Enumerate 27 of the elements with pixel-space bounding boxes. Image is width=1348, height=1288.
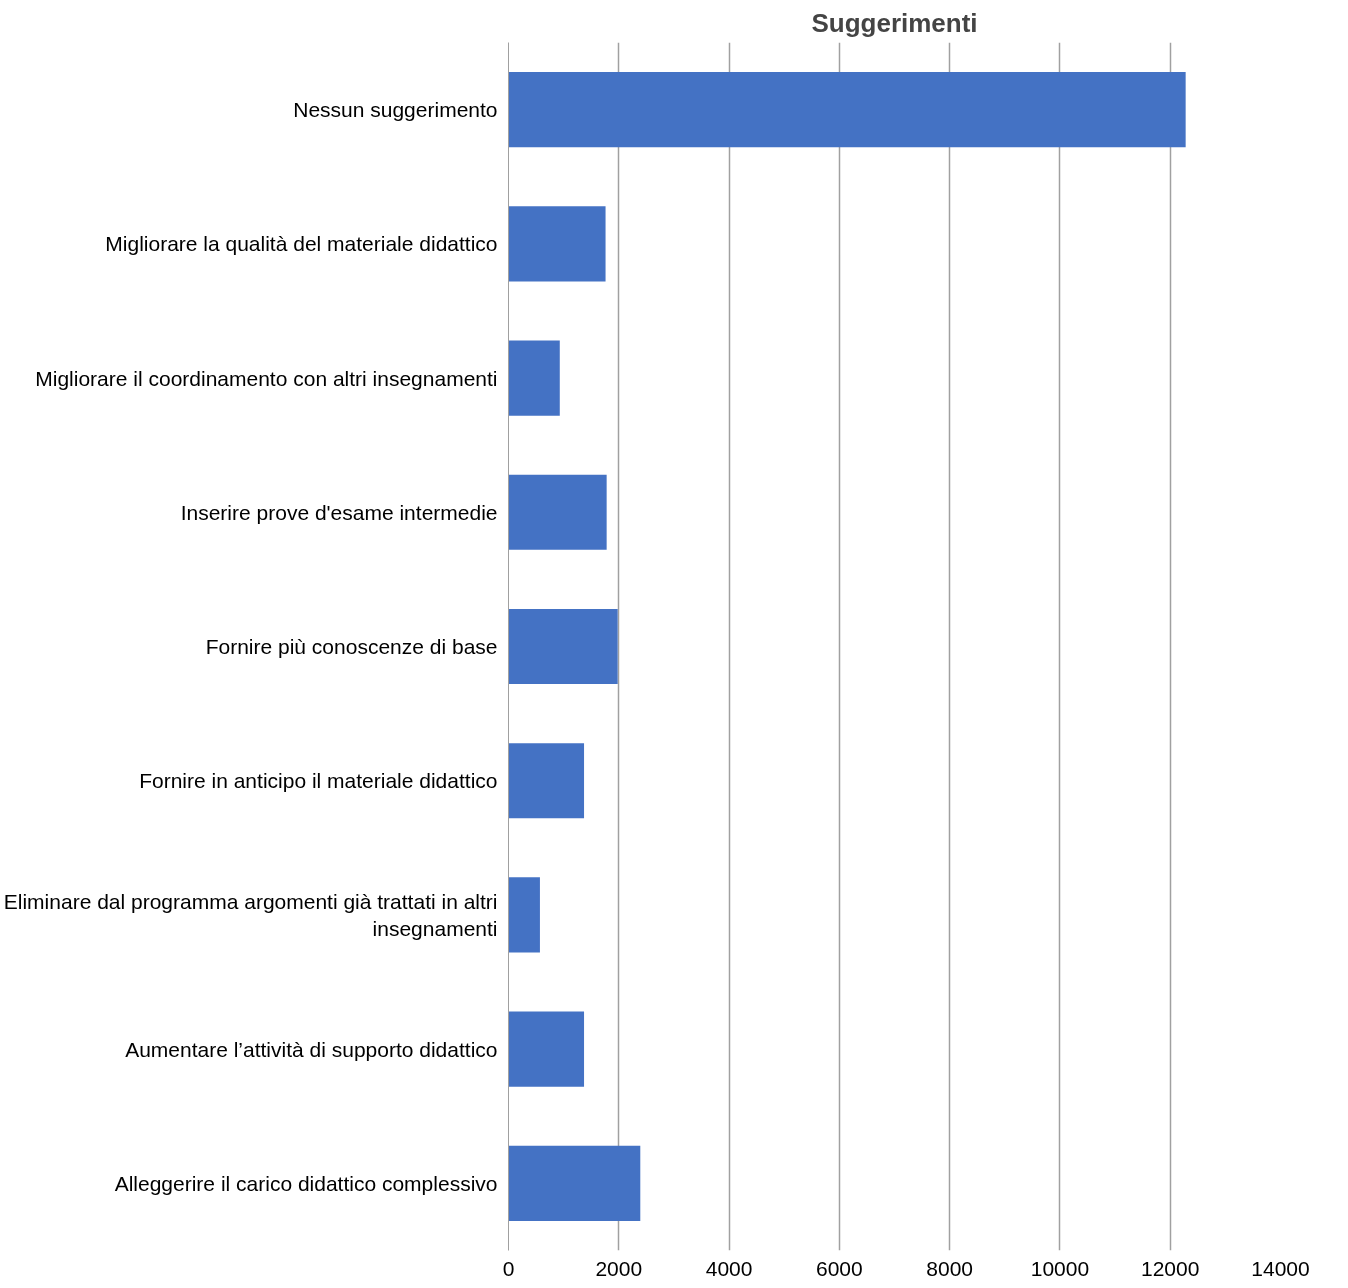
y-tick-label: Fornire più conoscenze di base <box>205 635 498 658</box>
y-tick-label: Fornire in anticipo il materiale didattico <box>139 769 498 793</box>
y-tick-label: Eliminare dal programma argomenti già trattati in altri insegnamenti <box>3 889 498 941</box>
x-tick-label: 14000 <box>1251 1256 1310 1280</box>
x-tick-label: 10000 <box>1030 1256 1090 1280</box>
x-tick-label: 12000 <box>1141 1256 1200 1280</box>
y-tick-label: Migliorare il coordinamento con altri insegnamenti <box>35 366 498 390</box>
x-tick-label: 6000 <box>816 1256 863 1280</box>
y-tick-label: Aumentare l’attività di supporto didattico <box>125 1037 498 1061</box>
bar <box>508 877 540 953</box>
bar <box>508 474 607 550</box>
bar <box>508 743 585 819</box>
x-tick-label: 2000 <box>595 1256 643 1280</box>
bar <box>508 340 560 416</box>
bar <box>508 72 1186 148</box>
chart-title: Suggerimenti <box>811 7 978 38</box>
bar <box>508 608 618 685</box>
bar <box>508 206 606 282</box>
x-tick-label: 8000 <box>926 1256 973 1280</box>
y-tick-label: Inserire prove d'esame intermedie <box>180 500 498 524</box>
x-tick-label: 0 <box>502 1256 515 1280</box>
y-tick-label: Migliorare la qualità del materiale didattico <box>105 232 498 256</box>
y-tick-label: Alleggerire il carico didattico complessivo <box>114 1171 498 1195</box>
x-tick-label: 4000 <box>705 1256 753 1280</box>
bar <box>508 1011 585 1087</box>
bar <box>508 1145 641 1221</box>
y-tick-label: Nessun suggerimento <box>293 98 498 122</box>
